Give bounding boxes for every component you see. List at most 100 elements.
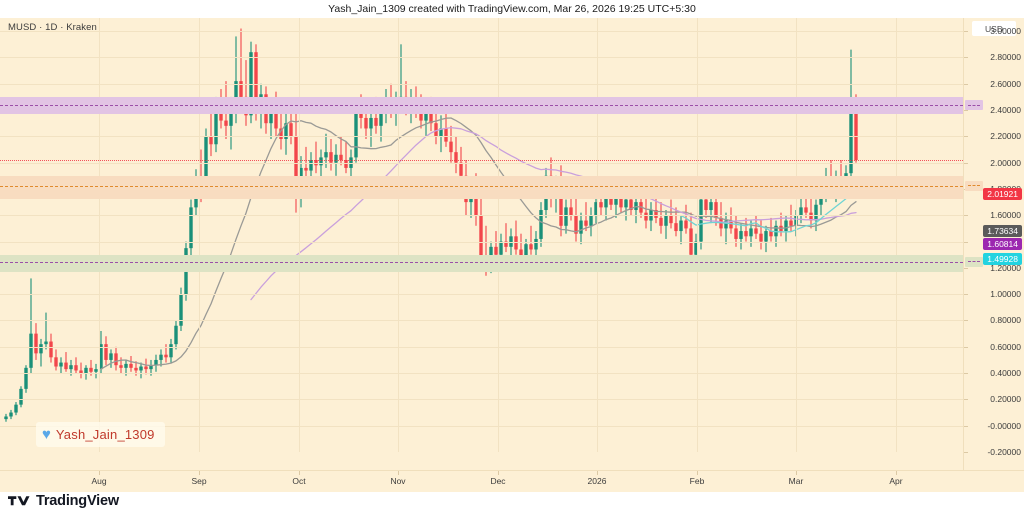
time-tick-mark xyxy=(896,471,897,475)
price-tick-mark xyxy=(964,83,968,85)
gridline-vertical xyxy=(498,18,499,452)
time-tick-mark xyxy=(99,471,100,475)
gridline-horizontal xyxy=(0,83,963,85)
time-axis[interactable]: Aug Sep Oct Nov Dec 2026 Feb Mar Apr xyxy=(0,470,1024,493)
tradingview-logo-icon xyxy=(8,496,30,506)
gridline-horizontal xyxy=(0,425,963,427)
time-tick-label: Aug xyxy=(91,476,107,486)
gridline-vertical xyxy=(697,18,698,452)
chart-frame[interactable]: MUSD · 1D · Kraken ♥ Yash_Jain_1309 xyxy=(0,18,1024,470)
price-tick-mark xyxy=(964,320,968,322)
price-tick-label: 2.00000 xyxy=(990,157,1021,168)
price-tick-label: 0.80000 xyxy=(990,315,1021,326)
attribution-text: Yash_Jain_1309 created with TradingView.… xyxy=(0,0,1024,18)
time-tick-mark xyxy=(498,471,499,475)
price-tick-label: 2.20000 xyxy=(990,131,1021,142)
price-tick-label: 0.40000 xyxy=(990,368,1021,379)
footer-bar: TradingView xyxy=(0,492,1024,509)
gridline-vertical xyxy=(99,18,100,452)
gridline-vertical xyxy=(398,18,399,452)
heart-icon: ♥ xyxy=(42,426,51,443)
time-tick-label: Dec xyxy=(490,476,506,486)
last-price-line xyxy=(0,160,963,162)
gridline-horizontal xyxy=(0,373,963,375)
gridline-horizontal xyxy=(0,136,963,138)
price-tick-label: 2.40000 xyxy=(990,105,1021,116)
price-tick-mark xyxy=(964,136,968,138)
time-tick-mark xyxy=(398,471,399,475)
chart-plot-area[interactable] xyxy=(0,18,963,452)
supply-zone-orange[interactable] xyxy=(0,175,963,200)
price-tick-mark xyxy=(964,241,968,243)
price-tick-mark xyxy=(964,452,968,453)
price-tick-mark xyxy=(964,373,968,375)
user-watermark-badge: ♥ Yash_Jain_1309 xyxy=(36,422,165,447)
price-tick-label: 2.80000 xyxy=(990,52,1021,63)
time-tick-label: Oct xyxy=(292,476,306,486)
ma-gray-badge[interactable]: 1.73634 xyxy=(983,225,1022,237)
gridline-horizontal xyxy=(0,241,963,243)
resistance-zone-purple-axis-chip xyxy=(965,100,983,111)
gridline-vertical xyxy=(199,18,200,452)
tradingview-logo-text: TradingView xyxy=(36,493,119,509)
symbol-legend[interactable]: MUSD · 1D · Kraken xyxy=(8,22,97,33)
gridline-horizontal xyxy=(0,320,963,322)
price-tick-label: 2.60000 xyxy=(990,78,1021,89)
currency-badge[interactable]: USD xyxy=(972,21,1016,36)
price-tick-mark xyxy=(964,110,968,112)
price-tick-label: -0.00000 xyxy=(987,420,1021,431)
price-tick-label: 1.60000 xyxy=(990,210,1021,221)
gridline-horizontal xyxy=(0,162,963,164)
tradingview-logo: TradingView xyxy=(8,493,119,509)
time-tick-mark xyxy=(697,471,698,475)
price-tick-label: 0.60000 xyxy=(990,341,1021,352)
gridline-horizontal xyxy=(0,57,963,59)
time-tick-mark xyxy=(796,471,797,475)
time-tick-label: Feb xyxy=(689,476,705,486)
time-tick-label: Nov xyxy=(390,476,406,486)
price-tick-mark xyxy=(964,399,968,401)
chart-canvas xyxy=(4,28,858,422)
gridline-horizontal xyxy=(0,294,963,296)
time-tick-label: Apr xyxy=(889,476,903,486)
price-tick-label: -0.20000 xyxy=(987,447,1021,457)
last-price-badge[interactable]: 2.01921 xyxy=(983,188,1022,200)
price-tick-mark xyxy=(964,267,968,269)
demand-zone-green-axis-chip xyxy=(965,256,983,267)
gridline-horizontal xyxy=(0,399,963,401)
price-tick-mark xyxy=(964,346,968,348)
time-tick-mark xyxy=(299,471,300,475)
resistance-zone-purple-line[interactable] xyxy=(0,105,963,107)
gridline-vertical xyxy=(896,18,897,452)
demand-zone-green[interactable] xyxy=(0,254,963,272)
supply-zone-orange-axis-chip xyxy=(965,180,983,191)
gridline-vertical xyxy=(597,18,598,452)
demand-zone-green-line[interactable] xyxy=(0,261,963,263)
price-tick-label: 1.00000 xyxy=(990,289,1021,300)
gridline-horizontal xyxy=(0,31,963,33)
time-tick-label: Mar xyxy=(788,476,804,486)
time-tick-mark xyxy=(597,471,598,475)
supply-zone-orange-line[interactable] xyxy=(0,185,963,187)
price-tick-mark xyxy=(964,215,968,217)
price-tick-mark xyxy=(964,57,968,59)
gridline-vertical xyxy=(299,18,300,452)
time-tick-label: Sep xyxy=(191,476,207,486)
ma-cyan-badge[interactable]: 1.49928 xyxy=(983,253,1022,265)
price-tick-label: 1.20000 xyxy=(990,262,1021,273)
price-tick-mark xyxy=(964,31,968,33)
price-tick-mark xyxy=(964,294,968,296)
gridline-horizontal xyxy=(0,215,963,217)
ma-purple-badge[interactable]: 1.60814 xyxy=(983,238,1022,250)
time-tick-mark xyxy=(199,471,200,475)
gridline-vertical xyxy=(796,18,797,452)
price-tick-mark xyxy=(964,162,968,164)
time-tick-label: 2026 xyxy=(587,476,607,486)
watermark-username: Yash_Jain_1309 xyxy=(55,427,155,442)
price-axis[interactable]: USD 3.00000 2.80000 2.60000 2.40000 2.20000 2… xyxy=(963,18,1024,470)
gridline-horizontal xyxy=(0,346,963,348)
price-tick-label: 3.00000 xyxy=(990,26,1021,37)
price-tick-label: 0.20000 xyxy=(990,394,1021,405)
price-tick-mark xyxy=(964,425,968,427)
